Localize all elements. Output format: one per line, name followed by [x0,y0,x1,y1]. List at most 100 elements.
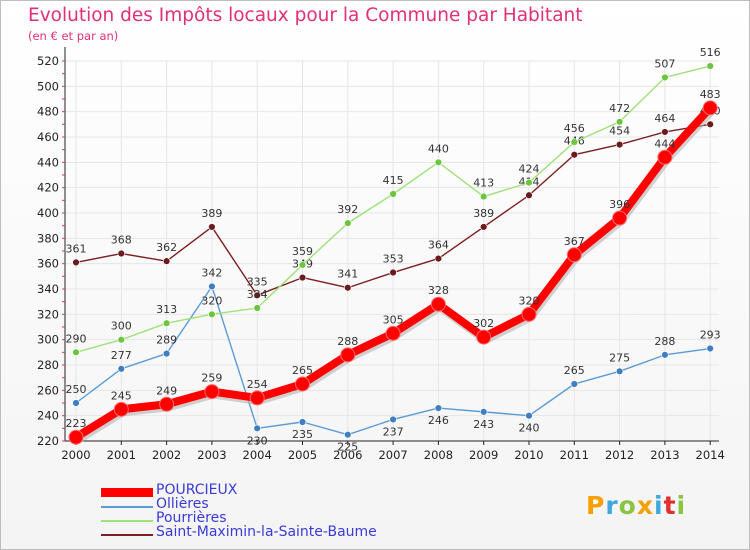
logo-letter: x [636,491,654,520]
data-label: 246 [428,414,449,427]
data-label: 483 [700,88,721,101]
data-label: 364 [428,239,449,252]
y-tick-label: 460 [37,130,59,144]
data-point [615,140,624,149]
data-point [706,120,714,129]
data-label: 277 [111,349,132,362]
data-point [117,365,126,373]
data-label: 389 [201,207,222,220]
data-point [521,306,537,322]
data-label: 440 [428,142,449,155]
legend-swatch [101,488,153,497]
data-point [295,376,310,392]
data-point [162,349,171,358]
data-label: 472 [609,102,630,115]
y-tick-label: 260 [37,383,59,397]
data-point [566,247,582,263]
data-point [68,429,84,445]
data-point [389,415,397,424]
data-point [706,344,714,353]
x-tick-label: 2013 [650,448,679,462]
data-point [208,310,216,319]
x-tick-label: 2008 [424,448,453,462]
x-tick-label: 2009 [469,448,498,462]
y-tick-label: 440 [37,155,59,169]
data-label: 392 [337,203,358,216]
data-label: 328 [428,284,449,297]
data-label: 444 [654,137,675,150]
data-point [476,329,492,345]
data-label: 413 [473,177,494,190]
legend-label: Pourrières [156,510,227,526]
x-tick-label: 2011 [560,448,589,462]
y-tick-label: 360 [37,257,59,271]
data-label: 368 [111,234,132,247]
grid-lines [65,60,719,442]
data-label: 289 [156,334,177,347]
data-point [117,335,126,344]
series-olli-res: 250 277 289 342 230 235 225 237 246 243 240 265 275 2… [66,266,721,453]
data-label: 320 [519,294,540,307]
data-label: 456 [564,122,585,135]
data-point [389,268,397,277]
data-point [480,223,488,231]
data-label: 516 [700,46,721,59]
y-tick-label: 320 [37,307,59,321]
x-tick-label: 2010 [514,448,543,462]
legend-label: POURCIEUX [156,482,238,498]
data-point [615,118,624,126]
data-label: 353 [383,253,404,266]
data-point [661,351,669,359]
data-label: 259 [201,372,222,385]
data-label: 250 [66,383,87,396]
data-label: 300 [111,320,132,333]
data-label: 240 [519,422,540,435]
y-tick-label: 400 [37,206,59,220]
data-point [385,325,401,341]
data-point [430,296,446,312]
y-tick-label: 280 [37,358,59,372]
x-tick-label: 2003 [197,448,226,462]
data-point [525,411,533,420]
data-label: 235 [292,428,313,441]
data-label: 362 [156,241,177,254]
data-point [389,190,397,198]
data-label: 305 [383,313,404,326]
data-point [434,254,443,263]
data-label: 249 [156,384,177,397]
chart-title: Evolution des Impôts locaux pour la Comm… [28,5,583,26]
x-tick-label: 2014 [696,448,725,462]
data-point [657,149,673,165]
data-label: 275 [609,351,630,364]
data-point [525,178,533,187]
data-label: 320 [201,294,222,307]
legend-swatch [101,520,153,522]
data-label: 334 [247,288,268,301]
data-point [208,282,216,291]
data-point [249,390,265,406]
data-label: 288 [654,335,675,348]
data-point [298,418,307,426]
x-tick-label: 2002 [152,448,181,462]
data-point [344,430,352,439]
data-label: 367 [564,235,585,248]
chart-subtitle: (en € et par an) [28,29,119,43]
data-point [72,258,80,267]
data-label: 254 [247,378,268,391]
data-label: 302 [473,317,494,330]
proxiti-logo: Proxiti [586,491,686,520]
data-label: 361 [66,242,87,255]
logo-letter: t [663,491,677,520]
data-point [434,404,443,412]
y-tick-label: 380 [37,231,59,245]
y-tick-label: 240 [37,409,59,423]
data-point [340,347,356,363]
y-tick-label: 500 [37,79,59,93]
legend-label: Ollières [156,496,209,512]
legend-label: Saint-Maximin-la-Sainte-Baume [156,524,377,540]
y-tick-label: 220 [37,434,59,448]
series-pourri-res: 290 300 313 320 334 359 392 415 440 413 424 456 472 5… [66,46,721,357]
x-tick-label: 2001 [107,448,136,462]
data-point [253,424,261,433]
